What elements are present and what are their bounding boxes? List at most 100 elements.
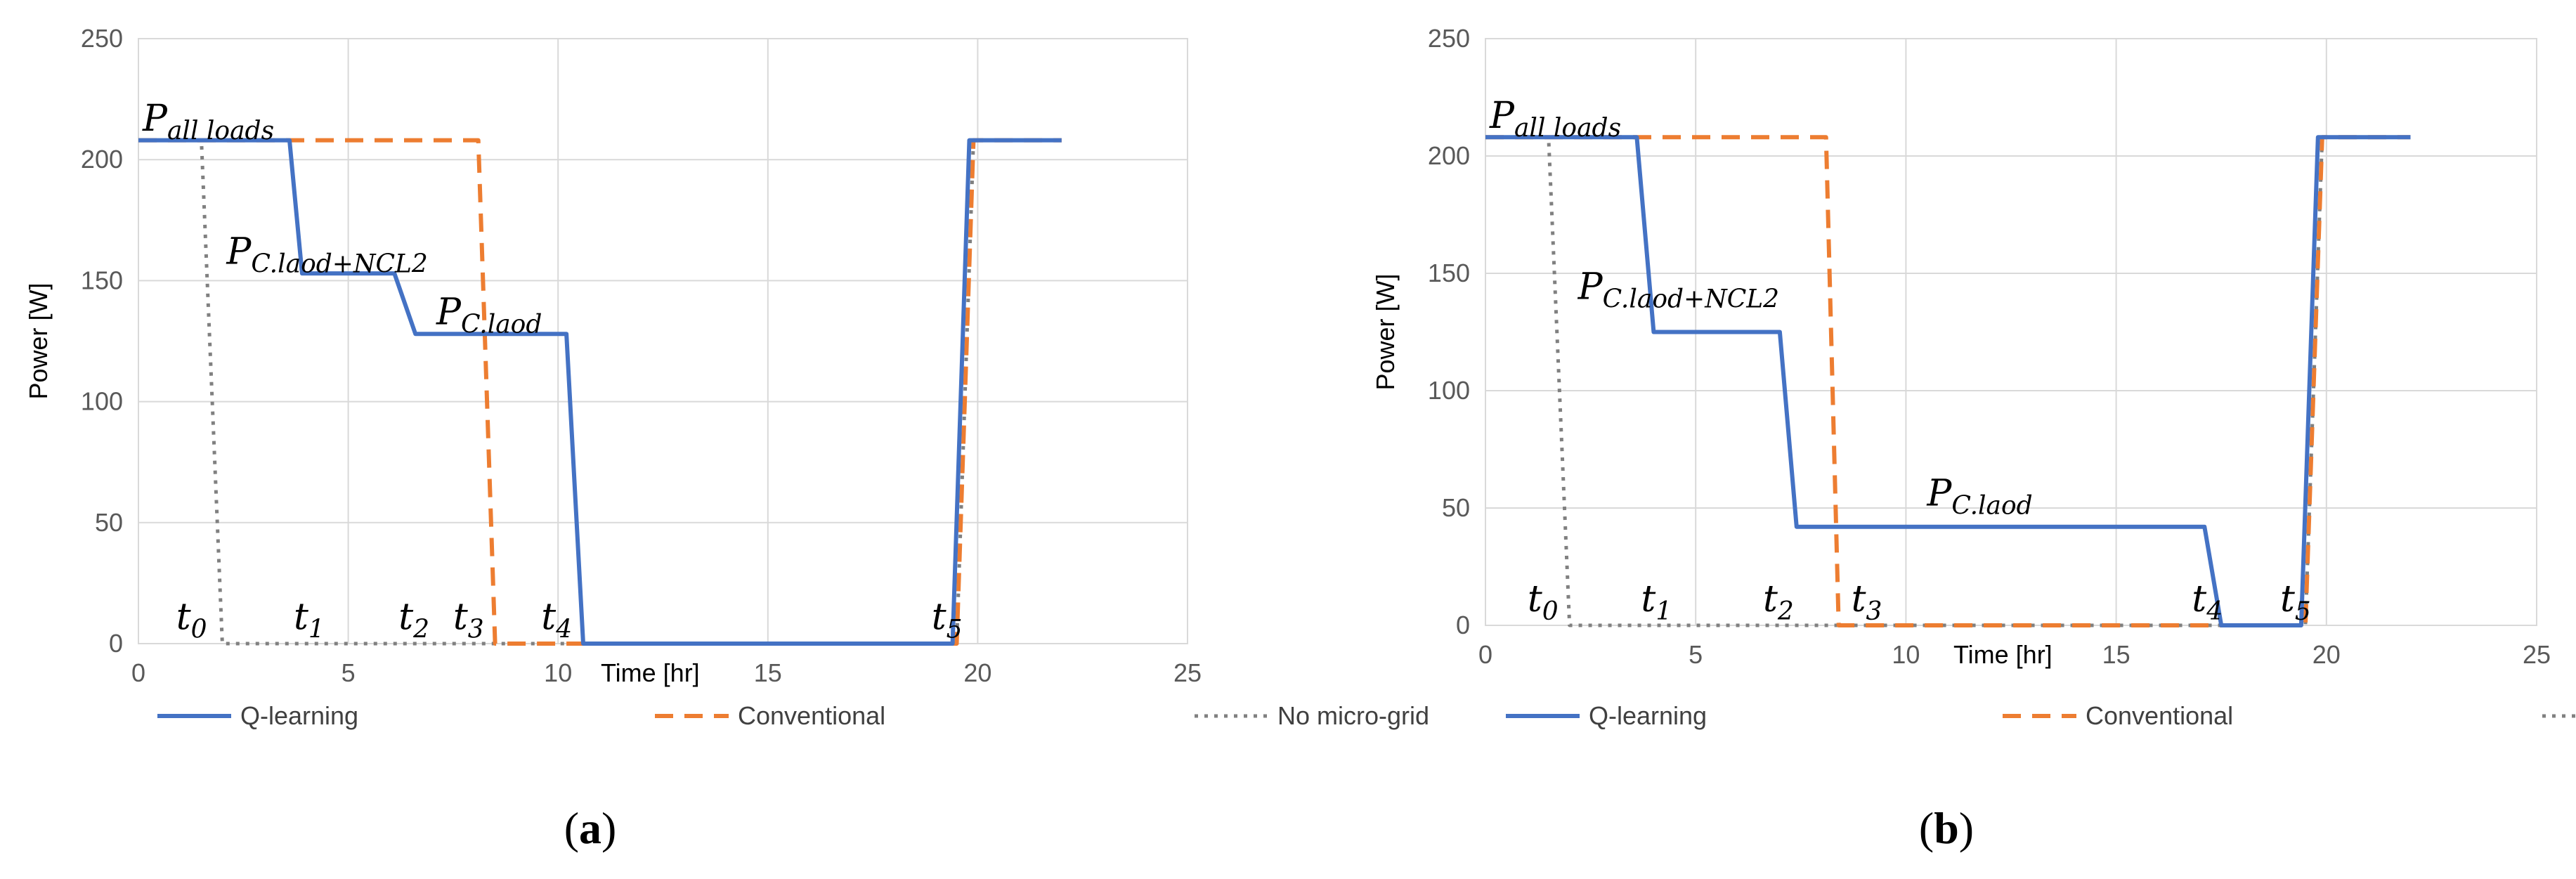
annotation-subscript: 5 [947,615,963,644]
series-line-no-micro-grid [1485,135,2411,627]
annotation-subscript: 0 [191,615,207,644]
annotation-symbol: t [932,596,947,638]
annotation-subscript: 2 [412,615,429,644]
series-line-no-micro-grid [138,138,1062,646]
annotation-label: t4 [2192,578,2223,626]
annotation-symbol: P [142,98,168,140]
annotation-subscript: all loads [167,117,274,145]
x-tick-label: 0 [1478,640,1492,669]
annotation-symbol: t [1528,578,1542,620]
annotation-symbol: P [436,291,462,333]
annotation-label: t0 [1528,578,1559,626]
y-axis-title: Power [W] [1371,273,1400,390]
annotation-symbol: t [2192,578,2206,620]
annotation-label: t1 [294,596,325,644]
annotation-symbol: P [1578,266,1604,308]
plot-area-border [1485,38,2537,626]
legend-entry-label: Q-learning [1589,701,1707,730]
annotation-label: t5 [2280,578,2311,626]
legend-entry-label: Q-learning [240,701,358,730]
annotation-subscript: C.laod+NCL2 [251,249,427,278]
series-line-q-learning [1485,135,2411,627]
annotation-symbol: t [453,596,468,638]
annotation-subscript: 4 [555,615,572,644]
plot-area-border [138,38,1188,644]
y-tick-label: 200 [1428,141,1470,170]
annotation-symbol: t [1852,578,1866,620]
y-tick-label: 150 [81,266,123,294]
annotation-label: PC.laod+NCL2 [1578,266,1779,314]
x-axis-title: Time [hr] [1953,640,2053,669]
y-tick-label: 150 [1428,259,1470,287]
panel-label: (a) [564,803,617,853]
annotation-symbol: t [398,596,413,638]
annotation-label: t2 [1763,578,1794,626]
annotation-symbol: t [294,596,308,638]
x-tick-label: 15 [2102,640,2131,669]
panel-label-close: ) [601,803,616,853]
panel-label-letter: a [579,803,601,853]
annotation-symbol: t [2280,578,2295,620]
x-tick-label: 20 [2312,640,2341,669]
x-tick-label: 10 [1892,640,1920,669]
y-axis-title: Power [W] [24,282,53,399]
x-tick-label: 10 [544,658,572,687]
annotation-subscript: 5 [2295,597,2311,626]
x-tick-label: 25 [1173,658,1202,687]
x-tick-label: 15 [754,658,782,687]
legend-entry-label: Conventional [2086,701,2233,730]
x-tick-label: 20 [963,658,991,687]
x-tick-label: 0 [131,658,145,687]
annotation-label: t5 [932,596,963,644]
y-tick-label: 50 [95,508,123,537]
y-tick-label: 0 [1456,611,1470,639]
series-line-conventional [1485,135,2411,627]
annotation-label: t3 [453,596,484,644]
annotation-symbol: P [226,230,252,273]
annotation-label: t3 [1852,578,1882,626]
annotation-subscript: C.laod [1951,492,2032,521]
legend: Q-learning Conventional No micro-grid [157,701,1429,730]
panel-label: (b) [1919,803,1974,853]
annotation-label: Pall loads [142,98,274,145]
y-tick-label: 100 [81,387,123,416]
annotation-subscript: 1 [1655,597,1672,626]
annotation-symbol: P [1489,95,1515,137]
x-tick-label: 25 [2523,640,2551,669]
y-tick-label: 0 [109,629,123,658]
series-line-conventional [138,138,1062,646]
legend-entry-label: Conventional [738,701,885,730]
annotation-label: t1 [1641,578,1672,626]
annotation-symbol: t [1641,578,1655,620]
x-axis-title: Time [hr] [601,658,700,687]
annotation-label: t2 [398,596,429,644]
series-line-q-learning [138,138,1062,646]
annotation-symbol: t [541,596,556,638]
x-tick-label: 5 [1689,640,1703,669]
annotation-subscript: 3 [468,615,484,644]
annotation-label: t4 [541,596,572,644]
annotation-label: PC.laod [436,291,542,339]
annotation-subscript: 3 [1866,597,1882,626]
annotation-symbol: t [176,596,191,638]
annotation-symbol: P [1926,473,1952,515]
annotation-subscript: 2 [1777,597,1794,626]
y-tick-label: 250 [1428,24,1470,53]
legend-entry-label: No micro-grid [1277,701,1429,730]
annotation-subscript: C.laod [461,310,542,339]
annotation-subscript: 4 [2206,597,2223,626]
annotation-subscript: C.laod+NCL2 [1603,285,1779,314]
annotation-label: PC.laod [1926,473,2032,521]
panel-label-letter: b [1934,803,1959,853]
panel-label-close: ) [1959,803,1974,853]
x-tick-label: 5 [341,658,356,687]
y-tick-label: 50 [1442,493,1470,522]
panel-label-open: ( [1919,803,1934,853]
y-tick-label: 100 [1428,376,1470,405]
annotation-subscript: all loads [1514,114,1621,143]
y-tick-label: 200 [81,145,123,174]
